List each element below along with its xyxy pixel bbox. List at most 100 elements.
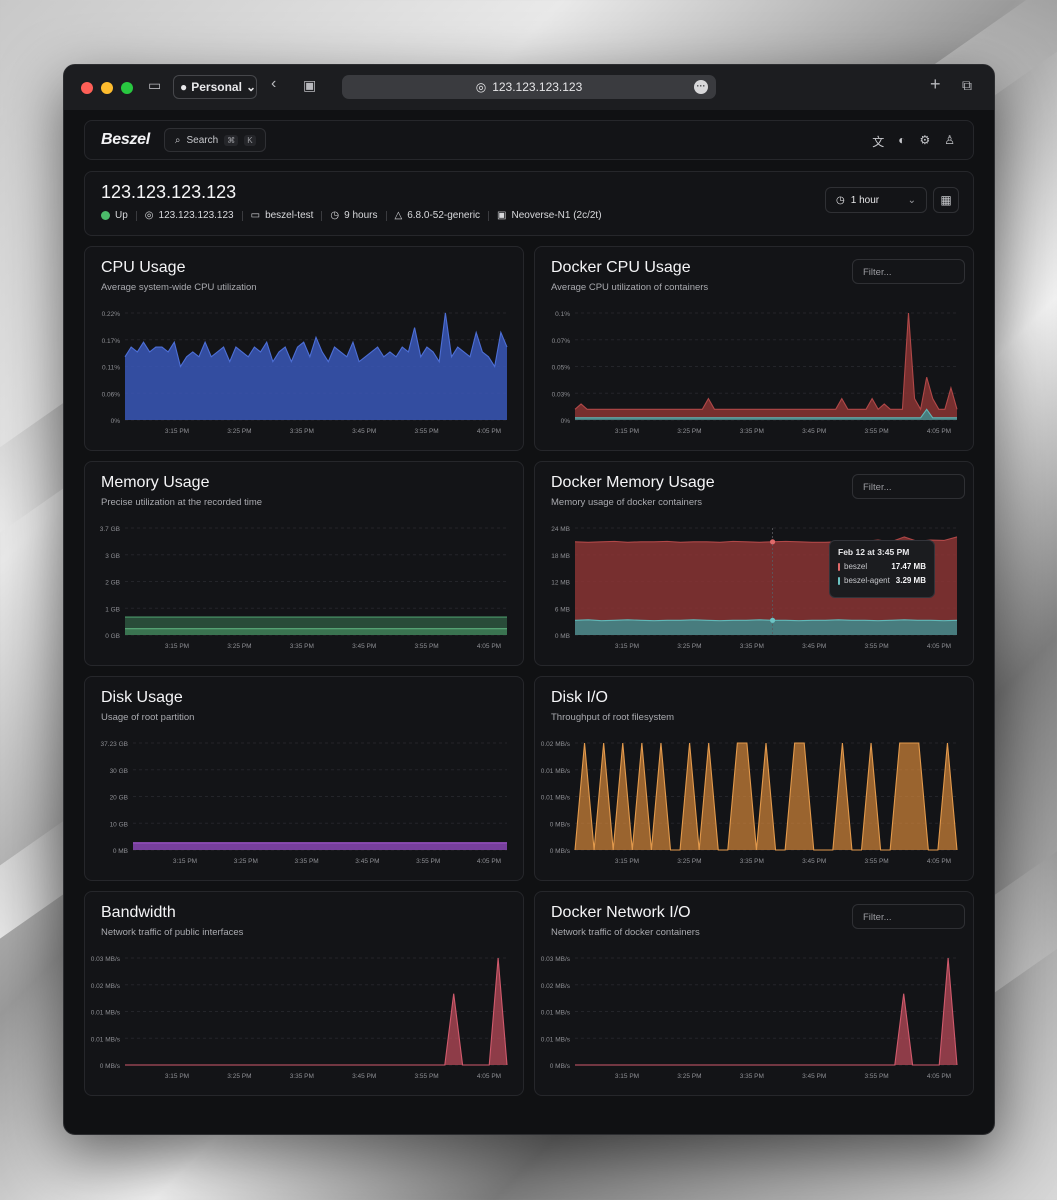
y-tick-label: 37.23 GB — [101, 741, 128, 748]
chart-description: Average CPU utilization of containers — [551, 282, 709, 293]
tooltip-row: beszel-agent 3.29 MB — [838, 576, 926, 585]
person-icon: ● — [180, 80, 188, 94]
y-tick-label: 0 MB/s — [550, 1063, 571, 1070]
series-line-beszel-agent — [574, 619, 958, 622]
globe-icon: ◎ — [144, 210, 154, 221]
x-tick-label: 3:35 PM — [290, 1073, 314, 1080]
chart-card-disk-io: Disk I/O Throughput of root filesystem 0… — [534, 676, 974, 881]
tabs-overview-icon[interactable]: ⧉ — [962, 77, 972, 93]
search-icon: ⌕ — [174, 134, 181, 146]
series-line — [574, 742, 958, 851]
x-tick-label: 3:35 PM — [290, 428, 314, 435]
divider — [385, 210, 387, 221]
series-area-beszel-agent — [575, 619, 957, 635]
settings-gear-icon[interactable]: ⚙ — [919, 133, 931, 147]
x-tick-label: 3:25 PM — [227, 643, 251, 650]
y-tick-label: 10 GB — [110, 821, 128, 828]
close-window-button[interactable] — [81, 81, 93, 94]
charts-grid: CPU Usage Average system-wide CPU utiliz… — [84, 246, 974, 1096]
x-tick-label: 3:25 PM — [234, 858, 258, 865]
y-tick-label: 1 GB — [105, 606, 120, 613]
x-tick-label: 3:25 PM — [677, 428, 701, 435]
chart-card-memory: Memory Usage Precise utilization at the … — [84, 461, 524, 666]
x-tick-label: 3:15 PM — [165, 643, 189, 650]
x-tick-label: 3:45 PM — [352, 643, 376, 650]
y-tick-label: 3.7 GB — [100, 526, 120, 533]
filter-input[interactable]: Filter... — [852, 474, 965, 499]
series-line — [575, 408, 957, 419]
user-icon[interactable]: ♙ — [944, 133, 955, 147]
tooltip-row: beszel 17.47 MB — [838, 562, 926, 571]
sidebar-toggle-icon[interactable]: ▭ — [148, 77, 162, 93]
filter-input[interactable]: Filter... — [852, 904, 965, 929]
series-area — [125, 313, 507, 420]
y-tick-label: 12 MB — [551, 580, 570, 587]
app-logo[interactable]: Beszel — [101, 131, 150, 148]
layout-toggle-button[interactable]: ▦ — [933, 187, 959, 213]
status-item: Up — [101, 210, 128, 221]
memory-chart: 3.7 GB 3 GB 2 GB 1 GB 0 GB 3:15 PM 3:25 PM 3:35… — [100, 526, 507, 650]
y-tick-label: 0.05% — [552, 365, 571, 372]
legend-swatch — [838, 562, 840, 571]
y-tick-label: 3 GB — [105, 553, 120, 560]
chart-description: Network traffic of docker containers — [551, 927, 700, 938]
x-tick-label: 3:45 PM — [352, 428, 376, 435]
x-tick-label: 4:05 PM — [927, 858, 951, 865]
y-tick-label: 0.01 MB/s — [541, 1010, 571, 1017]
x-tick-label: 3:55 PM — [414, 428, 438, 435]
chart-title: Docker Memory Usage — [551, 474, 715, 491]
x-tick-label: 3:35 PM — [294, 858, 318, 865]
system-header: 123.123.123.123 Up ◎ 123.123.123.123 ▭ bes… — [84, 171, 974, 236]
y-tick-label: 0.01 MB/s — [91, 1010, 121, 1017]
y-tick-label: 18 MB — [551, 553, 570, 560]
x-tick-label: 3:45 PM — [352, 1073, 376, 1080]
divider — [321, 210, 323, 221]
cpu-item: ▣ Neoverse-N1 (2c/2t) — [497, 210, 601, 221]
x-tick-label: 3:25 PM — [677, 643, 701, 650]
x-tick-label: 3:35 PM — [740, 1073, 764, 1080]
x-tick-label: 3:55 PM — [864, 643, 888, 650]
address-text: 123.123.123.123 — [492, 80, 583, 94]
y-tick-label: 2 GB — [105, 580, 120, 587]
time-range-select[interactable]: ◷ 1 hour ⌄ — [825, 187, 927, 213]
x-tick-label: 4:05 PM — [477, 1073, 501, 1080]
chevron-down-icon: ⌄ — [245, 80, 257, 94]
y-tick-label: 0.17% — [102, 338, 121, 345]
disk-io-chart: 0.02 MB/s 0.01 MB/s 0.01 MB/s 0 MB/s 0 MB/s 3… — [541, 741, 958, 865]
filter-input[interactable]: Filter... — [852, 259, 965, 284]
page-content: Beszel ⌕ Search ⌘ K 文 ◐ ⚙ ♙ 123.123.123.… — [84, 120, 974, 1096]
x-tick-label: 3:15 PM — [615, 643, 639, 650]
y-tick-label: 0 MB — [113, 848, 128, 855]
series-area — [133, 842, 507, 850]
series-line — [125, 957, 508, 1066]
y-tick-label: 0.03% — [552, 391, 571, 398]
chart-card-disk: Disk Usage Usage of root partition 37.23… — [84, 676, 524, 881]
new-tab-icon[interactable]: + — [930, 74, 941, 94]
x-tick-label: 3:55 PM — [864, 428, 888, 435]
y-tick-label: 0.01 MB/s — [541, 768, 571, 775]
profile-switcher[interactable]: ● Personal ⌄ — [173, 75, 257, 99]
hover-point-beszel-agent — [769, 617, 776, 623]
x-tick-label: 4:05 PM — [477, 858, 501, 865]
search-label: Search — [186, 134, 219, 146]
x-tick-label: 3:25 PM — [227, 428, 251, 435]
chart-description: Precise utilization at the recorded time — [101, 497, 263, 508]
minimize-window-button[interactable] — [101, 81, 113, 94]
clock-icon: ◷ — [330, 210, 340, 221]
address-bar[interactable]: ◎ 123.123.123.123 ··· — [342, 75, 716, 99]
more-icon[interactable]: ··· — [694, 80, 708, 94]
divider — [488, 210, 490, 221]
search-button[interactable]: ⌕ Search ⌘ K — [163, 128, 266, 152]
tooltip-series-value: 17.47 MB — [891, 562, 926, 571]
x-tick-label: 3:35 PM — [290, 643, 314, 650]
profile-label: Personal — [191, 80, 242, 94]
y-tick-label: 0% — [111, 418, 121, 425]
uptime-item: ◷ 9 hours — [330, 210, 377, 221]
maximize-window-button[interactable] — [121, 81, 133, 94]
language-icon[interactable]: 文 — [872, 135, 885, 149]
bookmark-icon[interactable]: ▣ — [303, 77, 317, 93]
theme-toggle-icon[interactable]: ◐ — [898, 133, 906, 147]
y-tick-label: 24 MB — [551, 526, 570, 533]
back-icon[interactable]: ‹ — [271, 75, 277, 92]
y-tick-label: 0.06% — [102, 391, 121, 398]
